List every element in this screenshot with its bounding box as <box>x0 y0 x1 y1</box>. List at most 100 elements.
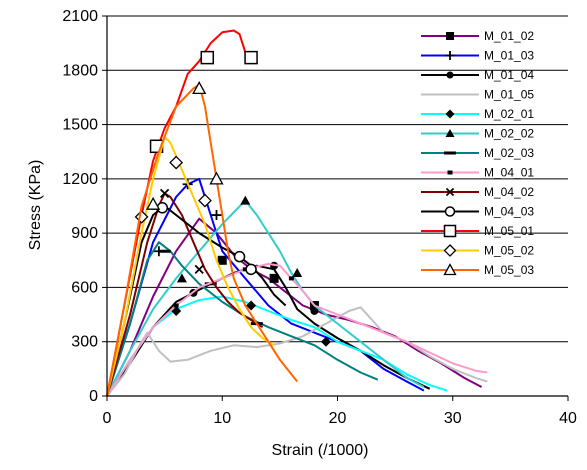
x-tick-label-30: 30 <box>444 410 462 427</box>
legend: M_01_02 M_01_03 M_01_04 M_01_05 M_02_01 M_02_… <box>421 29 534 277</box>
legend-label-M_01_05: M_01_05 <box>484 88 534 102</box>
legend-marker-M_05_02 <box>443 244 457 257</box>
legend-marker-M_04_02 <box>445 187 455 197</box>
legend-entry-M_02_03: M_02_03 <box>421 146 534 160</box>
legend-label-M_02_01: M_02_01 <box>484 107 534 121</box>
data-point-M_05_02-2 <box>198 193 212 208</box>
data-point-M_04_01-0 <box>173 303 179 308</box>
y-tick-label-600: 600 <box>71 279 98 296</box>
series-M_04_02 <box>106 188 264 397</box>
series-line-M_04_03 <box>106 205 287 397</box>
data-point-M_05_03-0 <box>146 196 161 210</box>
data-point-M_05_01-1 <box>200 50 215 65</box>
legend-marker-M_01_03 <box>445 51 455 60</box>
data-point-M_02_02-0 <box>176 273 187 283</box>
series-line-M_04_01 <box>106 262 488 397</box>
data-point-M_01_02-0 <box>217 255 227 265</box>
series-M_05_02 <box>106 136 275 397</box>
legend-marker-M_05_03 <box>443 263 457 276</box>
legend-entry-M_02_02: M_02_02 <box>421 127 534 141</box>
x-tick-label-20: 20 <box>329 410 347 427</box>
x-tick-label-10: 10 <box>213 410 231 427</box>
series-line-M_01_02 <box>106 217 483 397</box>
series-line-M_01_05 <box>106 306 488 397</box>
legend-entry-M_04_03: M_04_03 <box>421 205 534 219</box>
series-M_05_01 <box>106 29 258 397</box>
y-tick-label-1800: 1800 <box>62 62 98 79</box>
series-line-M_04_02 <box>106 192 264 397</box>
data-point-M_05_03-1 <box>192 81 207 95</box>
data-point-M_04_02-0 <box>159 188 170 198</box>
legend-label-M_02_03: M_02_03 <box>484 146 534 160</box>
legend-label-M_02_02: M_02_02 <box>484 127 534 141</box>
data-point-M_02_01-2 <box>320 336 331 347</box>
data-point-M_01_02-1 <box>269 273 279 283</box>
data-point-M_01_04-2 <box>310 306 319 315</box>
legend-label-M_04_03: M_04_03 <box>484 205 534 219</box>
legend-label-M_01_02: M_01_02 <box>484 29 534 43</box>
data-point-M_05_03-2 <box>209 171 224 185</box>
legend-entry-M_02_01: M_02_01 <box>421 107 534 121</box>
legend-marker-M_01_04 <box>446 71 454 79</box>
legend-marker-M_02_03 <box>444 151 456 155</box>
legend-label-M_05_01: M_05_01 <box>484 224 534 238</box>
legend-entry-M_01_03: M_01_03 <box>421 49 534 63</box>
legend-marker-M_04_03 <box>444 206 456 217</box>
series-M_05_03 <box>106 81 298 397</box>
legend-entry-M_01_05: M_01_05 <box>421 88 534 102</box>
data-point-M_02_02-1 <box>240 195 251 205</box>
x-axis-title: Strain (/1000) <box>272 442 369 459</box>
legend-marker-M_02_02 <box>445 129 455 137</box>
data-point-M_02_03-0 <box>158 249 171 253</box>
x-tick-label-0: 0 <box>103 410 112 427</box>
legend-entry-M_04_02: M_04_02 <box>421 185 534 199</box>
legend-marker-M_01_02 <box>446 32 454 40</box>
data-point-M_04_03-1 <box>233 250 246 263</box>
legend-label-M_01_04: M_01_04 <box>484 68 534 82</box>
x-tick-label-40: 40 <box>559 410 577 427</box>
data-point-M_04_03-2 <box>245 263 257 276</box>
legend-label-M_04_01: M_04_01 <box>484 166 534 180</box>
legend-marker-M_05_01 <box>443 224 457 238</box>
y-tick-label-0: 0 <box>89 388 98 405</box>
y-axis-title: Stress (KPa) <box>27 160 44 251</box>
data-point-M_05_01-2 <box>244 50 258 65</box>
y-tick-label-2100: 2100 <box>62 8 98 25</box>
series-M_01_05 <box>106 306 488 397</box>
y-tick-label-1500: 1500 <box>62 117 98 134</box>
y-tick-label-1200: 1200 <box>62 171 98 188</box>
y-axis-ticks: 0 300 600 900 1200 1500 1800 2100 <box>62 8 107 405</box>
series-line-M_05_01 <box>106 29 252 397</box>
series-lines <box>106 29 488 397</box>
data-point-M_04_01-2 <box>288 276 294 281</box>
series-line-M_05_03 <box>106 83 298 397</box>
series-M_04_01 <box>106 262 488 397</box>
legend-entry-M_05_01: M_05_01 <box>421 224 534 238</box>
series-line-M_02_02 <box>106 199 425 397</box>
series-M_02_01 <box>106 295 448 397</box>
series-line-M_02_01 <box>106 295 448 397</box>
data-point-M_05_02-1 <box>169 155 184 170</box>
series-M_02_02 <box>106 195 425 397</box>
series-line-M_01_03 <box>106 177 425 397</box>
legend-label-M_05_03: M_05_03 <box>484 263 534 277</box>
legend-marker-M_04_01 <box>447 170 453 175</box>
y-tick-label-300: 300 <box>71 334 98 351</box>
legend-entry-M_04_01: M_04_01 <box>421 166 534 180</box>
legend-label-M_05_02: M_05_02 <box>484 244 534 258</box>
data-point-M_02_01-1 <box>246 300 257 311</box>
legend-entry-M_01_04: M_01_04 <box>421 68 534 82</box>
legend-entry-M_05_03: M_05_03 <box>421 263 534 277</box>
data-point-M_04_01-1 <box>242 267 248 272</box>
legend-label-M_04_02: M_04_02 <box>484 185 534 199</box>
data-point-M_02_02-2 <box>292 267 303 277</box>
data-point-M_04_02-1 <box>194 264 204 274</box>
y-tick-label-900: 900 <box>71 225 98 242</box>
legend-label-M_01_03: M_01_03 <box>484 49 534 63</box>
legend-entry-M_05_02: M_05_02 <box>421 244 534 258</box>
x-axis-ticks: 0 10 20 30 40 <box>103 396 577 427</box>
series-line-M_02_03 <box>106 241 379 397</box>
horizontal-gridlines <box>107 15 568 343</box>
legend-entry-M_01_02: M_01_02 <box>421 29 534 43</box>
